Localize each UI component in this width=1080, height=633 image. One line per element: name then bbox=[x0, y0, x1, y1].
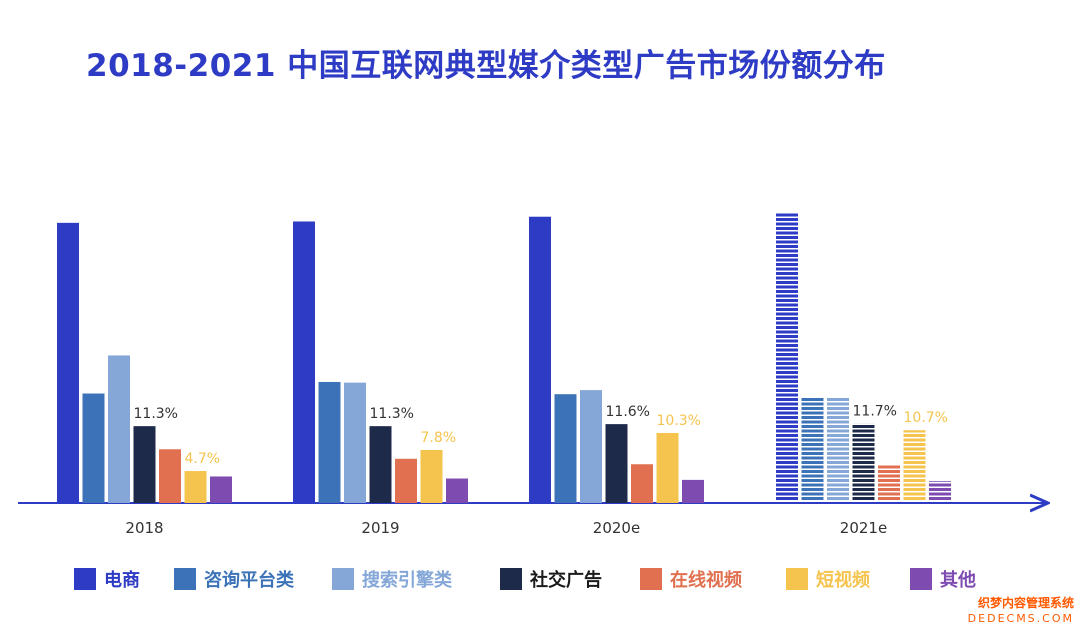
legend-item-4: 在线视频 bbox=[640, 566, 742, 592]
bar-2018-series-4 bbox=[159, 449, 181, 503]
bar-2020e-series-6 bbox=[682, 479, 704, 503]
x-tick-2020e: 2020e bbox=[593, 519, 640, 537]
x-tick-2018: 2018 bbox=[125, 519, 163, 537]
data-label-2020e-0: 11.6% bbox=[606, 404, 650, 420]
x-tick-2019: 2019 bbox=[361, 519, 399, 537]
bar-chart: 11.3% 4.7% 11.3% 7.8% 11.6% 10.3% 11.7% 10.7% 2… bbox=[18, 213, 1080, 537]
watermark-domain: DEDECMS.COM bbox=[967, 612, 1074, 625]
legend-item-6: 其他 bbox=[910, 566, 976, 592]
legend-swatch bbox=[640, 568, 662, 590]
bar-2019-series-4 bbox=[395, 458, 417, 503]
bar-2020e-series-3 bbox=[605, 424, 628, 503]
legend-item-0: 电商 bbox=[74, 566, 140, 592]
bar-2018-series-3 bbox=[133, 426, 156, 503]
bar-2021e-series-4 bbox=[878, 465, 900, 500]
data-label-2019-1: 7.8% bbox=[421, 430, 457, 446]
legend-swatch bbox=[174, 568, 196, 590]
bar-2019-series-2 bbox=[344, 382, 366, 503]
bar-2019-series-0 bbox=[293, 221, 315, 504]
bar-2018-series-2 bbox=[108, 355, 130, 503]
bar-2021e-series-1 bbox=[801, 398, 824, 500]
bar-2018-series-0 bbox=[57, 222, 79, 503]
data-label-2018-1: 4.7% bbox=[185, 451, 221, 467]
bar-2021e-series-0 bbox=[776, 213, 798, 500]
legend-label: 咨询平台类 bbox=[204, 570, 294, 591]
legend-label: 短视频 bbox=[816, 570, 870, 591]
legend-swatch bbox=[786, 568, 808, 590]
legend-label: 其他 bbox=[940, 570, 976, 591]
bar-2021e-series-5 bbox=[903, 430, 926, 500]
legend-label: 搜索引擎类 bbox=[362, 570, 452, 591]
legend-item-1: 咨询平台类 bbox=[174, 566, 294, 592]
bar-2019-series-1 bbox=[318, 381, 341, 503]
legend-item-5: 短视频 bbox=[786, 566, 870, 592]
legend-item-2: 搜索引擎类 bbox=[332, 566, 452, 592]
data-label-2019-0: 11.3% bbox=[370, 406, 414, 422]
bar-2020e-series-1 bbox=[554, 394, 577, 503]
bar-2018-series-6 bbox=[210, 476, 232, 503]
bar-2021e-series-2 bbox=[827, 398, 849, 500]
bar-2019-series-6 bbox=[446, 478, 468, 503]
watermark-text: 织梦内容管理系统 bbox=[977, 596, 1074, 610]
watermark: 织梦内容管理系统 DEDECMS.COM bbox=[968, 595, 1074, 627]
bar-2018-series-5 bbox=[184, 471, 207, 503]
data-label-2021e-0: 11.7% bbox=[853, 403, 897, 419]
bar-2018-series-1 bbox=[82, 393, 105, 503]
legend-swatch bbox=[910, 568, 932, 590]
data-label-2021e-1: 10.7% bbox=[904, 410, 948, 426]
bar-2019-series-3 bbox=[369, 426, 392, 503]
legend-label: 电商 bbox=[104, 570, 140, 591]
bar-2020e-series-0 bbox=[529, 216, 551, 503]
bar-2020e-series-4 bbox=[631, 464, 653, 503]
legend-swatch bbox=[74, 568, 96, 590]
data-label-2018-0: 11.3% bbox=[134, 406, 178, 422]
bar-2021e-series-6 bbox=[929, 481, 951, 500]
bar-2019-series-5 bbox=[420, 449, 443, 503]
bar-2020e-series-2 bbox=[580, 390, 602, 503]
legend-swatch bbox=[500, 568, 522, 590]
data-label-2020e-1: 10.3% bbox=[657, 413, 701, 429]
chart-title: 2018-2021 中国互联网典型媒介类型广告市场份额分布 bbox=[86, 48, 886, 84]
legend-label: 在线视频 bbox=[670, 570, 742, 591]
legend-swatch bbox=[332, 568, 354, 590]
legend: 电商 咨询平台类 搜索引擎类 社交广告 在线视频 短视频 其他 bbox=[74, 566, 1034, 592]
legend-item-3: 社交广告 bbox=[500, 566, 602, 592]
legend-label: 社交广告 bbox=[530, 570, 602, 591]
bar-2020e-series-5 bbox=[656, 432, 679, 503]
bar-2021e-series-3 bbox=[852, 423, 875, 500]
x-tick-2021e: 2021e bbox=[840, 519, 887, 537]
